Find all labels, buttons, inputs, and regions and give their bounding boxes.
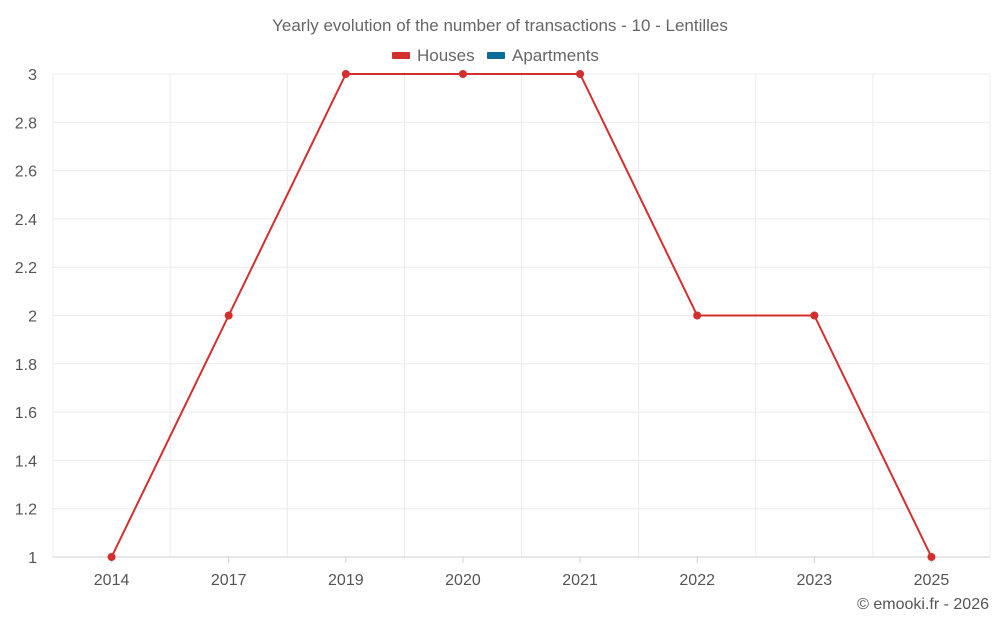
chart-title: Yearly evolution of the number of transa… xyxy=(272,16,728,35)
x-tick-label: 2022 xyxy=(679,572,715,589)
legend-item-apartments[interactable]: Apartments xyxy=(487,46,599,65)
grid xyxy=(53,74,990,557)
legend: Houses Apartments xyxy=(392,46,599,65)
y-tick-label: 1.2 xyxy=(15,502,37,519)
y-tick-label: 1.4 xyxy=(15,453,37,470)
x-tick-label: 2021 xyxy=(562,572,598,589)
data-point-houses[interactable] xyxy=(927,553,935,561)
legend-label-houses: Houses xyxy=(417,46,475,65)
data-point-houses[interactable] xyxy=(576,70,584,78)
legend-label-apartments: Apartments xyxy=(512,46,599,65)
x-tick-label: 2023 xyxy=(797,572,833,589)
legend-item-houses[interactable]: Houses xyxy=(392,46,475,65)
y-tick-label: 3 xyxy=(28,67,37,84)
data-point-houses[interactable] xyxy=(810,312,818,320)
x-tick-label: 2014 xyxy=(94,572,130,589)
y-tick-label: 2 xyxy=(28,309,37,326)
legend-swatch-houses xyxy=(392,52,410,59)
y-tick-label: 2.4 xyxy=(15,212,37,229)
data-point-houses[interactable] xyxy=(459,70,467,78)
y-tick-label: 2.8 xyxy=(15,115,37,132)
data-point-houses[interactable] xyxy=(693,312,701,320)
x-axis: 2014 2017 2019 2020 2021 2022 2023 2025 xyxy=(53,557,990,589)
y-tick-label: 1.8 xyxy=(15,357,37,374)
data-point-houses[interactable] xyxy=(225,312,233,320)
y-tick-label: 2.2 xyxy=(15,260,37,277)
x-tick-label: 2025 xyxy=(914,572,950,589)
y-tick-label: 2.6 xyxy=(15,164,37,181)
y-axis: 1 1.2 1.4 1.6 1.8 2 2.2 2.4 2.6 2.8 3 xyxy=(15,67,37,567)
credit-text: © emooki.fr - 2026 xyxy=(857,596,989,613)
transactions-line-chart: Yearly evolution of the number of transa… xyxy=(0,0,1000,625)
x-tick-label: 2017 xyxy=(211,572,247,589)
data-point-houses[interactable] xyxy=(108,553,116,561)
data-point-houses[interactable] xyxy=(342,70,350,78)
y-tick-label: 1 xyxy=(28,550,37,567)
y-tick-label: 1.6 xyxy=(15,405,37,422)
x-tick-label: 2020 xyxy=(445,572,481,589)
x-tick-label: 2019 xyxy=(328,572,364,589)
legend-swatch-apartments xyxy=(487,52,505,59)
